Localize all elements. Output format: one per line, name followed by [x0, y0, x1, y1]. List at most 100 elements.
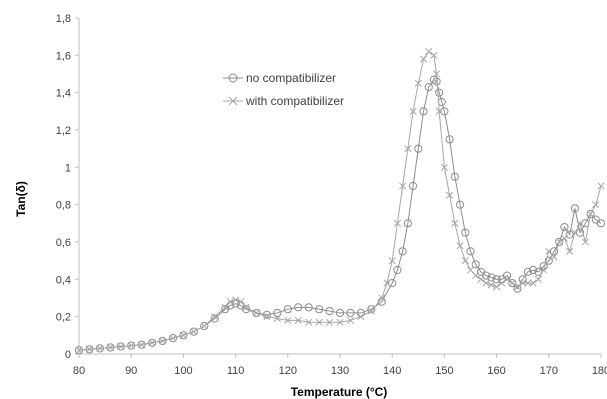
- data-point-circle: [294, 303, 303, 312]
- x-tick-label: 180: [592, 365, 607, 377]
- y-tick-label: 1,6: [56, 50, 71, 62]
- data-point-circle: [555, 237, 564, 247]
- data-point-x: [399, 182, 407, 190]
- y-tick-label: 0,4: [56, 274, 71, 286]
- data-point-circle: [283, 305, 292, 314]
- x-tick-label: 160: [487, 365, 505, 377]
- data-point-x: [383, 279, 391, 287]
- data-point-x: [430, 51, 438, 59]
- x-tick-label: 130: [331, 365, 349, 377]
- data-point-x: [456, 242, 464, 250]
- data-point-x: [75, 346, 83, 354]
- x-tick-label: 90: [125, 365, 137, 377]
- data-point-circle: [549, 247, 559, 256]
- data-point-x: [519, 279, 527, 287]
- data-point-circle: [586, 209, 595, 219]
- data-point-circle: [408, 181, 418, 191]
- data-point-x: [440, 163, 448, 171]
- data-point-circle: [200, 321, 209, 331]
- data-point-circle: [544, 256, 553, 265]
- data-point-circle: [596, 219, 606, 228]
- data-point-x: [446, 191, 454, 199]
- x-axis-ticks: 80 90 100 110 120 130 140 150 160 170 180: [73, 354, 607, 377]
- data-point-x: [571, 229, 579, 237]
- data-point-x: [555, 238, 563, 246]
- data-point-circle: [529, 265, 538, 275]
- data-point-x: [404, 145, 412, 153]
- data-point-circle: [367, 305, 376, 314]
- data-point-x: [158, 337, 167, 345]
- data-point-circle: [393, 265, 402, 275]
- y-tick-label: 0,8: [56, 200, 71, 212]
- data-point-circle: [419, 107, 428, 116]
- data-point-x: [550, 253, 558, 261]
- data-point-circle: [189, 327, 198, 336]
- series-1: [74, 75, 606, 355]
- legend-item-with-compatibilizer: with compatibilizer: [223, 94, 344, 108]
- data-point-circle: [388, 278, 397, 288]
- data-point-circle: [179, 331, 188, 340]
- data-point-x: [487, 281, 495, 289]
- data-point-x: [221, 303, 229, 311]
- data-point-x: [472, 272, 480, 280]
- data-point-x: [96, 344, 104, 352]
- data-point-circle: [450, 172, 459, 181]
- legend: no compatibilizer with compatibilizer: [223, 71, 344, 108]
- data-point-x: [425, 48, 433, 56]
- data-point-circle: [570, 204, 580, 213]
- data-point-circle: [523, 267, 533, 276]
- data-point-x: [263, 313, 271, 321]
- data-point-x: [85, 345, 93, 353]
- data-point-x: [493, 283, 501, 291]
- data-point-circle: [461, 228, 470, 237]
- data-point-circle: [424, 82, 433, 92]
- data-point-x: [433, 70, 441, 78]
- data-point-x: [482, 279, 490, 287]
- data-point-circle: [487, 273, 496, 282]
- legend-marker-circle-icon: [228, 73, 238, 83]
- data-point-x: [592, 201, 600, 209]
- data-point-x: [284, 316, 292, 324]
- x-tick-label: 100: [174, 365, 192, 377]
- data-point-x: [466, 266, 475, 274]
- data-point-circle: [576, 228, 585, 237]
- data-point-x: [513, 283, 522, 291]
- data-point-x: [409, 107, 417, 115]
- y-tick-label: 0,2: [56, 312, 71, 324]
- data-point-x: [576, 219, 584, 227]
- data-point-circle: [492, 275, 501, 284]
- data-point-x: [587, 210, 595, 218]
- data-point-x: [127, 342, 135, 350]
- data-point-circle: [482, 271, 491, 280]
- data-point-x: [226, 298, 234, 306]
- data-point-x: [388, 257, 396, 265]
- data-point-circle: [440, 107, 449, 116]
- data-point-circle: [346, 308, 355, 318]
- y-tick-label: 1,2: [56, 125, 71, 137]
- data-point-circle: [403, 219, 412, 228]
- data-point-x: [148, 339, 156, 347]
- legend-label-no-compatibilizer: no compatibilizer: [246, 71, 336, 85]
- data-point-x: [106, 343, 114, 352]
- data-point-x: [294, 316, 302, 324]
- data-point-x: [451, 219, 459, 227]
- data-point-circle: [513, 284, 522, 293]
- data-point-circle: [471, 260, 480, 269]
- x-tick-label: 110: [227, 365, 245, 377]
- series-2: [75, 48, 605, 354]
- data-point-x: [242, 303, 250, 311]
- data-point-circle: [508, 278, 517, 288]
- data-point-x: [597, 182, 605, 190]
- data-point-circle: [147, 338, 157, 347]
- data-point-circle: [414, 144, 423, 153]
- data-point-x: [378, 294, 386, 302]
- data-point-x: [315, 318, 323, 326]
- data-point-x: [540, 266, 548, 274]
- legend-marker-x-icon: [228, 96, 238, 106]
- data-point-x: [200, 322, 208, 330]
- y-axis-title: Tan(δ): [14, 181, 28, 217]
- data-point-circle: [210, 314, 219, 323]
- x-tick-label: 120: [279, 365, 297, 377]
- data-point-x: [169, 334, 177, 342]
